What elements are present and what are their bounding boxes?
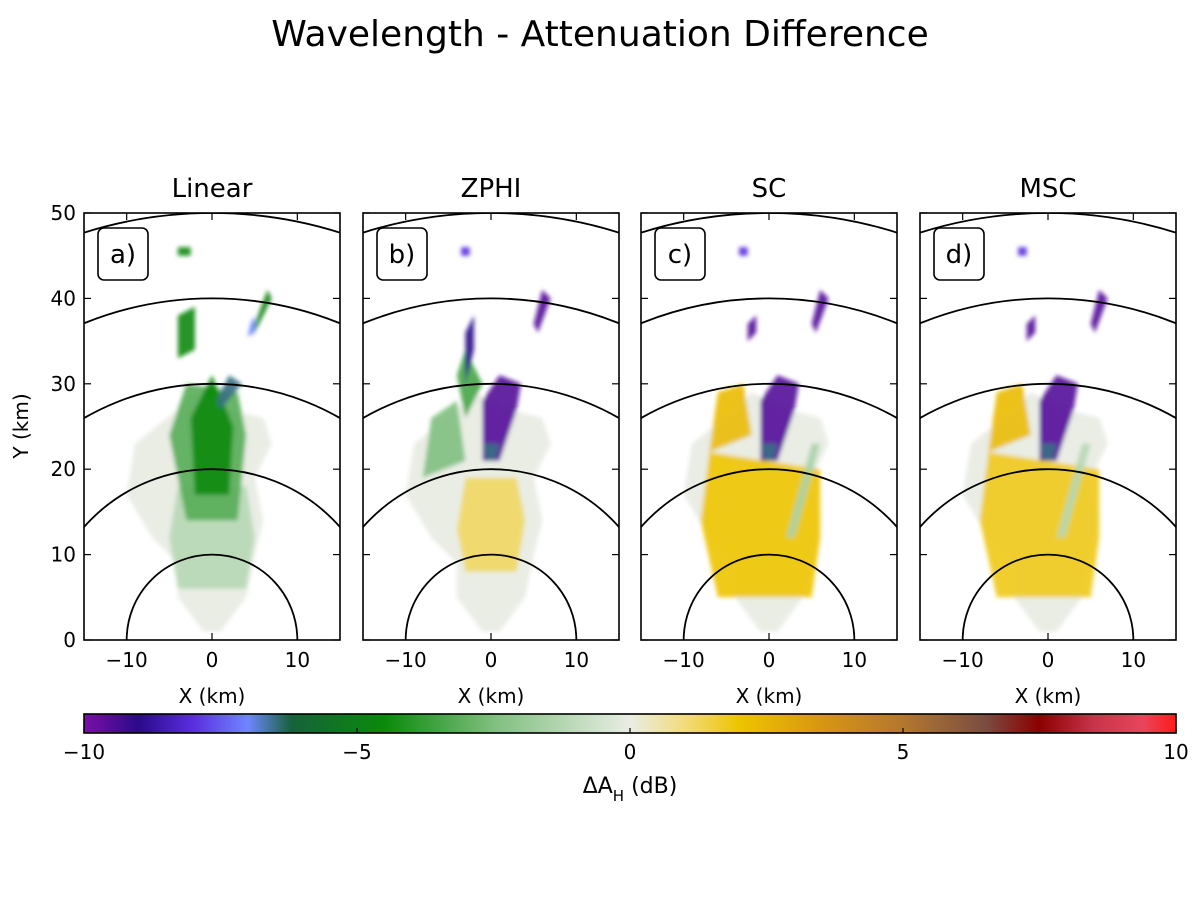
field-cell [247, 315, 255, 337]
colorbar: −10 −5 0 5 10 [63, 713, 1189, 764]
x-tick-label: 0 [206, 648, 219, 672]
field-cell [747, 315, 757, 342]
range-ring [363, 468, 619, 529]
x-axis-label: X (km) [179, 684, 246, 708]
panel-label: b) [389, 240, 416, 270]
field-cell [811, 289, 829, 333]
panel-label: d) [946, 240, 973, 270]
x-axis-label: X (km) [458, 684, 525, 708]
panel-label: c) [668, 240, 692, 270]
colorbar-label: ΔAH (dB) [583, 774, 678, 805]
field-cell [1039, 375, 1078, 461]
range-rings [920, 213, 1176, 640]
field-cell [177, 247, 191, 256]
field-cell [216, 375, 242, 410]
range-ring [641, 382, 897, 420]
x-tick-label: 10 [1121, 648, 1146, 672]
field-cell [1056, 443, 1091, 538]
data-field [962, 247, 1108, 632]
colorbar-tick-label: −10 [63, 740, 105, 764]
panel-title: MSC [1019, 174, 1076, 204]
field-cell [700, 452, 821, 598]
y-tick-label: 40 [51, 286, 76, 310]
field-cell [709, 383, 752, 453]
data-field [405, 247, 551, 632]
field-cell [177, 306, 195, 359]
x-tick-label: −10 [385, 648, 427, 672]
colorbar-label-unit: (dB) [624, 774, 677, 799]
field-cell [456, 477, 526, 572]
field-cell [786, 443, 821, 538]
field-cell [1039, 443, 1057, 461]
y-tick-label: 30 [51, 372, 76, 396]
panels: −10 0 10 0 10 20 30 40 50 Linear a) X (km) −10 0 10 ZPH… [51, 174, 1177, 708]
range-ring [641, 297, 897, 325]
range-ring [84, 297, 340, 325]
x-tick-label: −10 [663, 648, 705, 672]
field-cell [482, 375, 521, 461]
panel-label-box [654, 227, 706, 281]
panel-label: a) [110, 240, 136, 270]
panel-title: Linear [172, 174, 253, 204]
x-axis-label: X (km) [1015, 684, 1082, 708]
x-tick-label: 0 [1042, 648, 1055, 672]
colorbar-label-sub: H [613, 787, 624, 805]
panel-msc: −10 0 10 MSC d) X (km) [919, 174, 1177, 708]
panel-sc: −10 0 10 SC c) X (km) [640, 174, 898, 708]
field-cell [482, 443, 500, 461]
range-ring [84, 468, 340, 529]
field-cell [1026, 315, 1036, 342]
range-ring [920, 382, 1176, 420]
colorbar-label-main: ΔA [583, 774, 613, 799]
figure-title: Wavelength - Attenuation Difference [271, 14, 929, 55]
data-field [683, 247, 829, 632]
field-cell [1090, 289, 1108, 333]
x-tick-label: 10 [564, 648, 589, 672]
range-ring [84, 382, 340, 420]
panel-title: ZPHI [461, 174, 522, 204]
x-tick-label: −10 [106, 648, 148, 672]
range-ring [363, 382, 619, 420]
range-ring [920, 468, 1176, 529]
colorbar-tick-label: 0 [624, 740, 637, 764]
field-cell [1018, 247, 1027, 256]
x-tick-label: 0 [485, 648, 498, 672]
field-cell [988, 383, 1031, 453]
range-ring [920, 297, 1176, 325]
field-cell [739, 247, 748, 256]
colorbar-tick-label: −5 [342, 740, 371, 764]
field-cell [465, 315, 474, 384]
field-cell [254, 289, 272, 333]
y-axis-label: Y (km) [9, 393, 33, 459]
range-ring [641, 468, 897, 529]
panel-title: SC [752, 174, 787, 204]
range-ring [363, 297, 619, 325]
y-tick-label: 0 [63, 628, 76, 652]
field-cell [533, 289, 551, 333]
panel-label-box [97, 227, 149, 281]
field-cell [760, 443, 778, 461]
y-tick-label: 20 [51, 457, 76, 481]
x-tick-label: −10 [942, 648, 984, 672]
colorbar-tick-label: 5 [897, 740, 910, 764]
panel-label-box [376, 227, 428, 281]
x-tick-label: 0 [763, 648, 776, 672]
field-cell [422, 400, 466, 478]
colorbar-tick-label: 10 [1163, 740, 1188, 764]
field-cell [760, 375, 799, 461]
panel-zphi: −10 0 10 ZPHI b) X (km) [362, 174, 620, 708]
y-tick-label: 50 [51, 201, 76, 225]
range-ring [920, 213, 1176, 234]
x-axis-label: X (km) [736, 684, 803, 708]
field-cell [461, 247, 470, 256]
field-cell [979, 452, 1100, 598]
panel-label-box [933, 227, 985, 281]
x-tick-label: 10 [285, 648, 310, 672]
panel-linear: −10 0 10 0 10 20 30 40 50 Linear a) X (km) [51, 174, 341, 708]
y-tick-label: 10 [51, 543, 76, 567]
data-field [126, 247, 272, 632]
x-tick-label: 10 [842, 648, 867, 672]
